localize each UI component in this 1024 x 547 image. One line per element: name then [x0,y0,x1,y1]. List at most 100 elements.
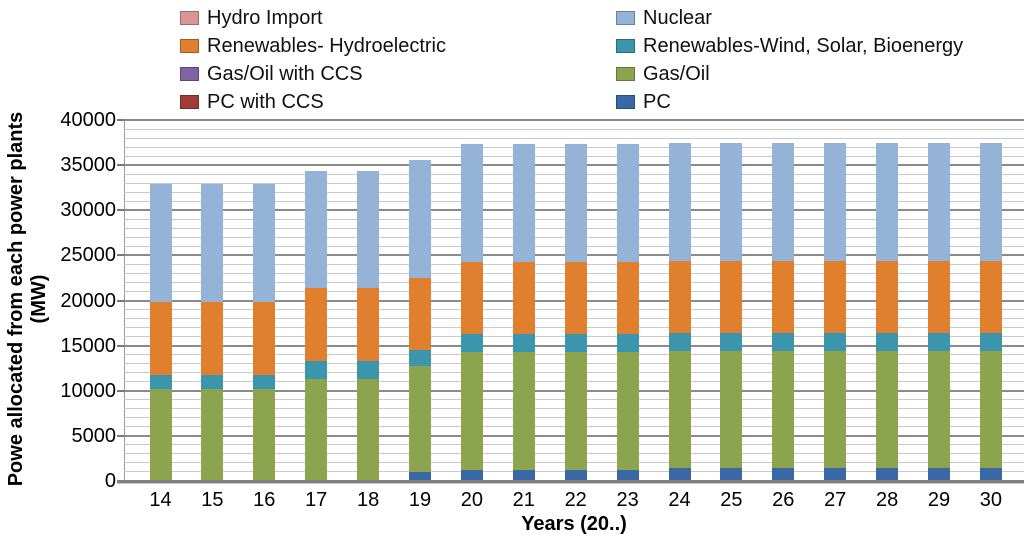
x-tick-label: 29 [927,489,951,511]
stacked-bar-year-15 [201,120,224,481]
bar-segment [201,302,224,375]
legend-item: Hydro Import [180,6,323,30]
legend-label: Gas/Oil [643,63,710,85]
stacked-bar-year-25 [720,120,743,481]
bar-segment [149,388,172,481]
x-tick-label: 22 [564,489,587,511]
legend-label: Renewables- Hydroelectric [207,35,446,57]
bar-segment [824,142,847,261]
bar-segment [564,144,587,262]
y-tick-mark [117,209,124,212]
y-tick-mark [117,389,124,392]
stacked-bar-year-16 [253,120,276,481]
legend-swatch-icon [180,95,199,109]
bar-segment [876,333,899,352]
bar-segment [616,333,639,352]
bar-segment [460,144,483,262]
bar-segment [253,302,276,375]
stacked-bar-year-28 [876,120,899,481]
bar-segment [979,333,1002,352]
bar-segment [720,142,743,261]
bar-segment [928,142,950,261]
bar-segment [460,333,483,352]
bar-segment [979,142,1002,261]
stacked-bar-year-29 [928,120,950,481]
x-tick-label: 14 [149,489,172,511]
bar-segment [876,351,899,469]
bar-segment [616,261,639,334]
bar-segment [876,468,899,481]
legend-label: Gas/Oil with CCS [207,63,363,85]
y-tick-label: 0 [104,470,116,492]
x-tick-label: 30 [979,489,1003,511]
bar-segment [512,261,535,334]
stacked-bar-year-20 [460,120,483,481]
bar-segment [824,333,847,352]
bar-segment [824,260,847,333]
bar-segment [979,351,1002,469]
bar-segment [616,351,639,471]
bar-segment [720,260,743,333]
bar-segment [876,260,899,333]
bar-segment [253,184,276,303]
legend-label: PC with CCS [207,91,324,113]
bar-segment [564,261,587,334]
bar-segment [460,351,483,471]
y-tick-label: 30000 [60,199,116,222]
minor-gridline [124,128,1024,130]
y-tick-mark [117,254,124,257]
bar-segment [305,170,328,288]
bar-segment [149,302,172,375]
stacked-bar-year-21 [512,120,535,481]
legend-swatch-icon [616,39,635,53]
legend-item: Renewables-Wind, Solar, Bioenergy [616,34,963,58]
x-tick-label: 26 [772,489,795,511]
legend-item: Nuclear [616,6,712,30]
bar-segment [357,287,380,361]
y-axis-title-line1: Powe allocated from each power plants [5,111,27,487]
bar-segment [512,333,535,352]
bar-segment [928,333,950,352]
x-tick-label: 24 [668,489,691,511]
bar-segment [979,468,1002,481]
x-tick-label: 19 [408,489,432,511]
bar-segment [772,468,795,481]
bar-segment [149,374,172,389]
stacked-bar-year-27 [824,120,847,481]
legend-swatch-icon [180,67,199,81]
bar-segment [979,260,1002,333]
bar-segment [409,277,431,351]
x-axis-line [117,480,1024,484]
bar-segment [720,351,743,469]
bar-segment [305,379,328,481]
y-tick-label: 10000 [60,379,116,402]
y-tick-mark [117,344,124,347]
x-tick-label: 20 [460,489,484,511]
bar-segment [357,360,380,380]
bar-segment [253,388,276,481]
bar-segment [149,184,172,303]
bar-segment [201,388,224,481]
legend-swatch-icon [616,95,635,109]
x-tick-label: 18 [356,489,380,511]
stacked-bar-year-26 [772,120,795,481]
bar-segment [253,374,276,389]
bar-segment [201,374,224,389]
x-tick-label: 16 [253,489,276,511]
bar-segment [460,261,483,334]
bar-segment [928,260,950,333]
bar-segment [512,144,535,262]
y-tick-mark [117,164,124,167]
bar-segment [824,351,847,469]
legend-item: Renewables- Hydroelectric [180,34,446,58]
legend-label: Renewables-Wind, Solar, Bioenergy [643,35,964,57]
legend-item: Gas/Oil [616,62,710,86]
stacked-bar-year-22 [564,120,587,481]
x-tick-label: 15 [201,489,224,511]
y-tick-label: 40000 [60,109,116,131]
stacked-bar-year-30 [979,120,1002,481]
bar-segment [409,471,431,481]
legend-swatch-icon [616,11,635,25]
bar-segment [772,351,795,469]
bar-segment [616,470,639,481]
